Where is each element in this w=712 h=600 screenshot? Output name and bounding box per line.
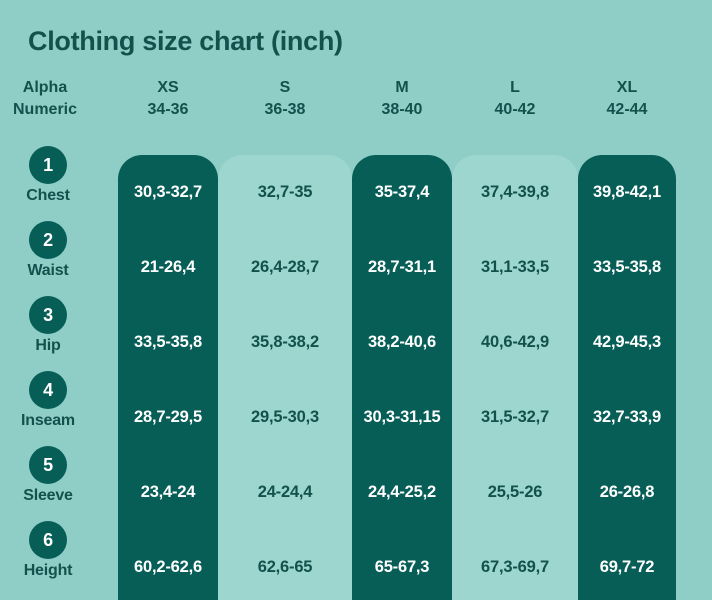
size-table-body: 1 Chest 30,3-32,7 32,7-35 35-37,4 37,4-3… <box>0 146 676 600</box>
row-number-badge: 6 <box>29 521 67 559</box>
size-value-cell-xl: 33,5-35,8 <box>593 258 661 276</box>
column-band-l <box>452 155 578 600</box>
header-cell-alpha-numeric: Alpha Numeric <box>0 77 118 121</box>
row-number-badge: 1 <box>29 146 67 184</box>
size-value-cell-s: 62,6-65 <box>257 558 313 576</box>
size-value-cell-xl: 32,7-33,9 <box>593 408 661 426</box>
size-alpha-label: L <box>510 79 520 96</box>
size-value-cell-xl: 26-26,8 <box>599 483 655 501</box>
header-cell-l: L 40-42 <box>452 77 578 121</box>
header-cell-m: M 38-40 <box>352 77 452 121</box>
row-number-badge: 3 <box>29 296 67 334</box>
size-value-cell-l: 67,3-69,7 <box>481 558 549 576</box>
row-label: Hip <box>35 337 61 354</box>
row-header: 4 Inseam <box>0 371 118 455</box>
size-value-cell-m: 38,2-40,6 <box>368 333 436 351</box>
row-label: Chest <box>26 187 70 204</box>
size-value-cell-xs: 60,2-62,6 <box>134 558 202 576</box>
row-header: 1 Chest <box>0 146 118 230</box>
row-label: Waist <box>27 262 69 279</box>
size-numeric-range: 34-36 <box>147 101 189 118</box>
chart-title: Clothing size chart (inch) <box>28 26 343 56</box>
row-header: 6 Height <box>0 521 118 600</box>
size-value-cell-l: 31,5-32,7 <box>481 408 549 426</box>
header-alpha-line: Alpha <box>22 79 68 96</box>
size-value-cell-xl: 42,9-45,3 <box>593 333 661 351</box>
size-alpha-label: M <box>395 79 409 96</box>
size-value-cell-m: 30,3-31,15 <box>363 408 441 426</box>
size-value-cell-xs: 28,7-29,5 <box>134 408 202 426</box>
column-band-s <box>218 155 352 600</box>
row-header: 5 Sleeve <box>0 446 118 530</box>
size-alpha-label: XL <box>616 79 638 96</box>
table-row: 2 Waist 21-26,4 26,4-28,7 28,7-31,1 31,1… <box>0 221 676 305</box>
size-value-cell-s: 29,5-30,3 <box>251 408 319 426</box>
column-band-m <box>352 155 452 600</box>
size-value-cell-xs: 23,4-24 <box>140 483 196 501</box>
row-label: Inseam <box>21 412 75 429</box>
header-cell-xs: XS 34-36 <box>118 77 218 121</box>
size-value-cell-xl: 69,7-72 <box>599 558 655 576</box>
row-number-badge: 2 <box>29 221 67 259</box>
row-header: 3 Hip <box>0 296 118 380</box>
table-row: 3 Hip 33,5-35,8 35,8-38,2 38,2-40,6 40,6… <box>0 296 676 380</box>
row-header: 2 Waist <box>0 221 118 305</box>
size-value-cell-s: 26,4-28,7 <box>251 258 319 276</box>
row-number-badge: 5 <box>29 446 67 484</box>
size-numeric-range: 38-40 <box>381 101 423 118</box>
size-value-cell-m: 35-37,4 <box>374 183 430 201</box>
table-row: 1 Chest 30,3-32,7 32,7-35 35-37,4 37,4-3… <box>0 146 676 230</box>
size-value-cell-m: 65-67,3 <box>374 558 430 576</box>
size-alpha-label: XS <box>157 79 179 96</box>
header-cell-s: S 36-38 <box>218 77 352 121</box>
size-value-cell-l: 25,5-26 <box>487 483 543 501</box>
size-value-cell-xs: 30,3-32,7 <box>134 183 202 201</box>
size-value-cell-xs: 33,5-35,8 <box>134 333 202 351</box>
table-row: 6 Height 60,2-62,6 62,6-65 65-67,3 67,3-… <box>0 521 676 600</box>
table-row: 4 Inseam 28,7-29,5 29,5-30,3 30,3-31,15 … <box>0 371 676 455</box>
size-value-cell-l: 31,1-33,5 <box>481 258 549 276</box>
size-value-cell-m: 24,4-25,2 <box>368 483 436 501</box>
table-row: 5 Sleeve 23,4-24 24-24,4 24,4-25,2 25,5-… <box>0 446 676 530</box>
size-value-cell-s: 32,7-35 <box>257 183 313 201</box>
size-value-cell-xs: 21-26,4 <box>140 258 196 276</box>
size-numeric-range: 36-38 <box>264 101 306 118</box>
size-value-cell-m: 28,7-31,1 <box>368 258 436 276</box>
row-label: Height <box>23 562 73 579</box>
header-cell-xl: XL 42-44 <box>578 77 676 121</box>
header-row: Alpha Numeric XS 34-36 S 36-38 M 38-40 L… <box>0 77 676 121</box>
size-numeric-range: 42-44 <box>606 101 648 118</box>
size-value-cell-s: 35,8-38,2 <box>251 333 319 351</box>
size-value-cell-s: 24-24,4 <box>257 483 313 501</box>
row-number-badge: 4 <box>29 371 67 409</box>
column-band-xs <box>118 155 218 600</box>
size-value-cell-xl: 39,8-42,1 <box>593 183 661 201</box>
row-label: Sleeve <box>23 487 73 504</box>
size-alpha-label: S <box>279 79 291 96</box>
column-band-xl <box>578 155 676 600</box>
size-value-cell-l: 40,6-42,9 <box>481 333 549 351</box>
size-numeric-range: 40-42 <box>494 101 536 118</box>
size-value-cell-l: 37,4-39,8 <box>481 183 549 201</box>
header-numeric-line: Numeric <box>12 101 78 118</box>
